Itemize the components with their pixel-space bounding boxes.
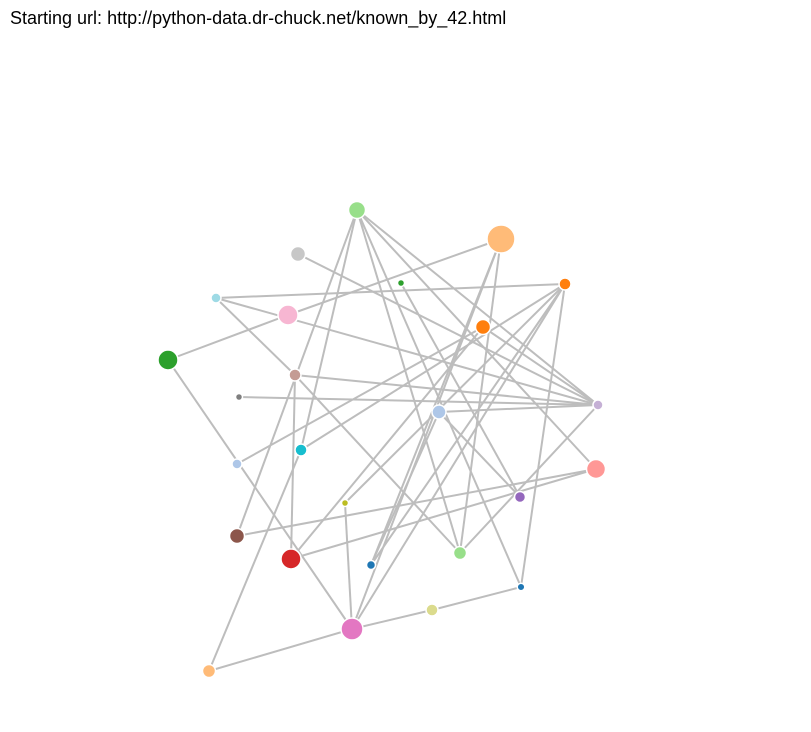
graph-edge <box>459 238 502 554</box>
graph-node[interactable] <box>157 349 179 371</box>
graph-node[interactable] <box>592 399 604 411</box>
graph-node[interactable] <box>288 368 302 382</box>
graph-node[interactable] <box>396 278 406 288</box>
graph-edge <box>351 238 502 630</box>
graph-node[interactable] <box>558 277 572 291</box>
graph-edge <box>297 253 599 406</box>
graph-edge <box>344 283 566 504</box>
starting-url-label: Starting url: <box>10 8 103 28</box>
graph-edge <box>438 411 521 498</box>
starting-url-header: Starting url: http://python-data.dr-chuc… <box>10 8 506 29</box>
graph-edge <box>356 209 599 406</box>
graph-node[interactable] <box>210 292 222 304</box>
graph-edge <box>459 404 599 554</box>
graph-node[interactable] <box>513 490 527 504</box>
graph-edge <box>215 283 566 299</box>
graph-edge <box>215 297 599 406</box>
links-layer <box>167 209 599 672</box>
graph-edge <box>482 326 599 406</box>
graph-edge <box>238 396 599 406</box>
graph-edge <box>344 502 353 630</box>
graph-node[interactable] <box>280 548 302 570</box>
graph-edge <box>290 468 597 560</box>
graph-edge <box>236 326 484 465</box>
graph-node[interactable] <box>234 392 244 402</box>
graph-edge <box>167 359 353 630</box>
graph-edge <box>351 609 433 630</box>
graph-edge <box>287 238 502 316</box>
graph-node[interactable] <box>347 200 367 220</box>
graph-node[interactable] <box>289 245 307 263</box>
graph-node[interactable] <box>486 224 516 254</box>
graph-edge <box>294 374 461 554</box>
graph-node[interactable] <box>201 663 217 679</box>
graph-node[interactable] <box>474 318 492 336</box>
graph-edge <box>300 283 566 451</box>
graph-edge <box>215 297 296 376</box>
graph-edge <box>400 282 521 498</box>
graph-node[interactable] <box>365 559 377 571</box>
graph-node[interactable] <box>452 545 468 561</box>
starting-url-value: http://python-data.dr-chuck.net/known_by… <box>107 8 507 28</box>
graph-node[interactable] <box>340 617 364 641</box>
graph-node[interactable] <box>340 498 350 508</box>
graph-node[interactable] <box>516 582 526 592</box>
graph-edge <box>431 586 522 611</box>
graph-edge <box>208 449 302 672</box>
graph-edge <box>370 411 440 566</box>
graph-edge <box>236 468 597 537</box>
graph-edge <box>370 283 566 566</box>
graph-edge <box>351 283 566 630</box>
graph-node[interactable] <box>228 527 246 545</box>
nodes-layer <box>157 200 607 679</box>
graph-edge <box>167 314 289 361</box>
graph-node[interactable] <box>425 603 439 617</box>
graph-node[interactable] <box>231 458 243 470</box>
graph-node[interactable] <box>277 304 299 326</box>
graph-edge <box>208 628 353 672</box>
graph-node[interactable] <box>585 458 607 480</box>
graph-edge <box>520 283 566 588</box>
graph-node[interactable] <box>431 404 447 420</box>
graph-node[interactable] <box>294 443 308 457</box>
graph-edge <box>438 404 599 413</box>
